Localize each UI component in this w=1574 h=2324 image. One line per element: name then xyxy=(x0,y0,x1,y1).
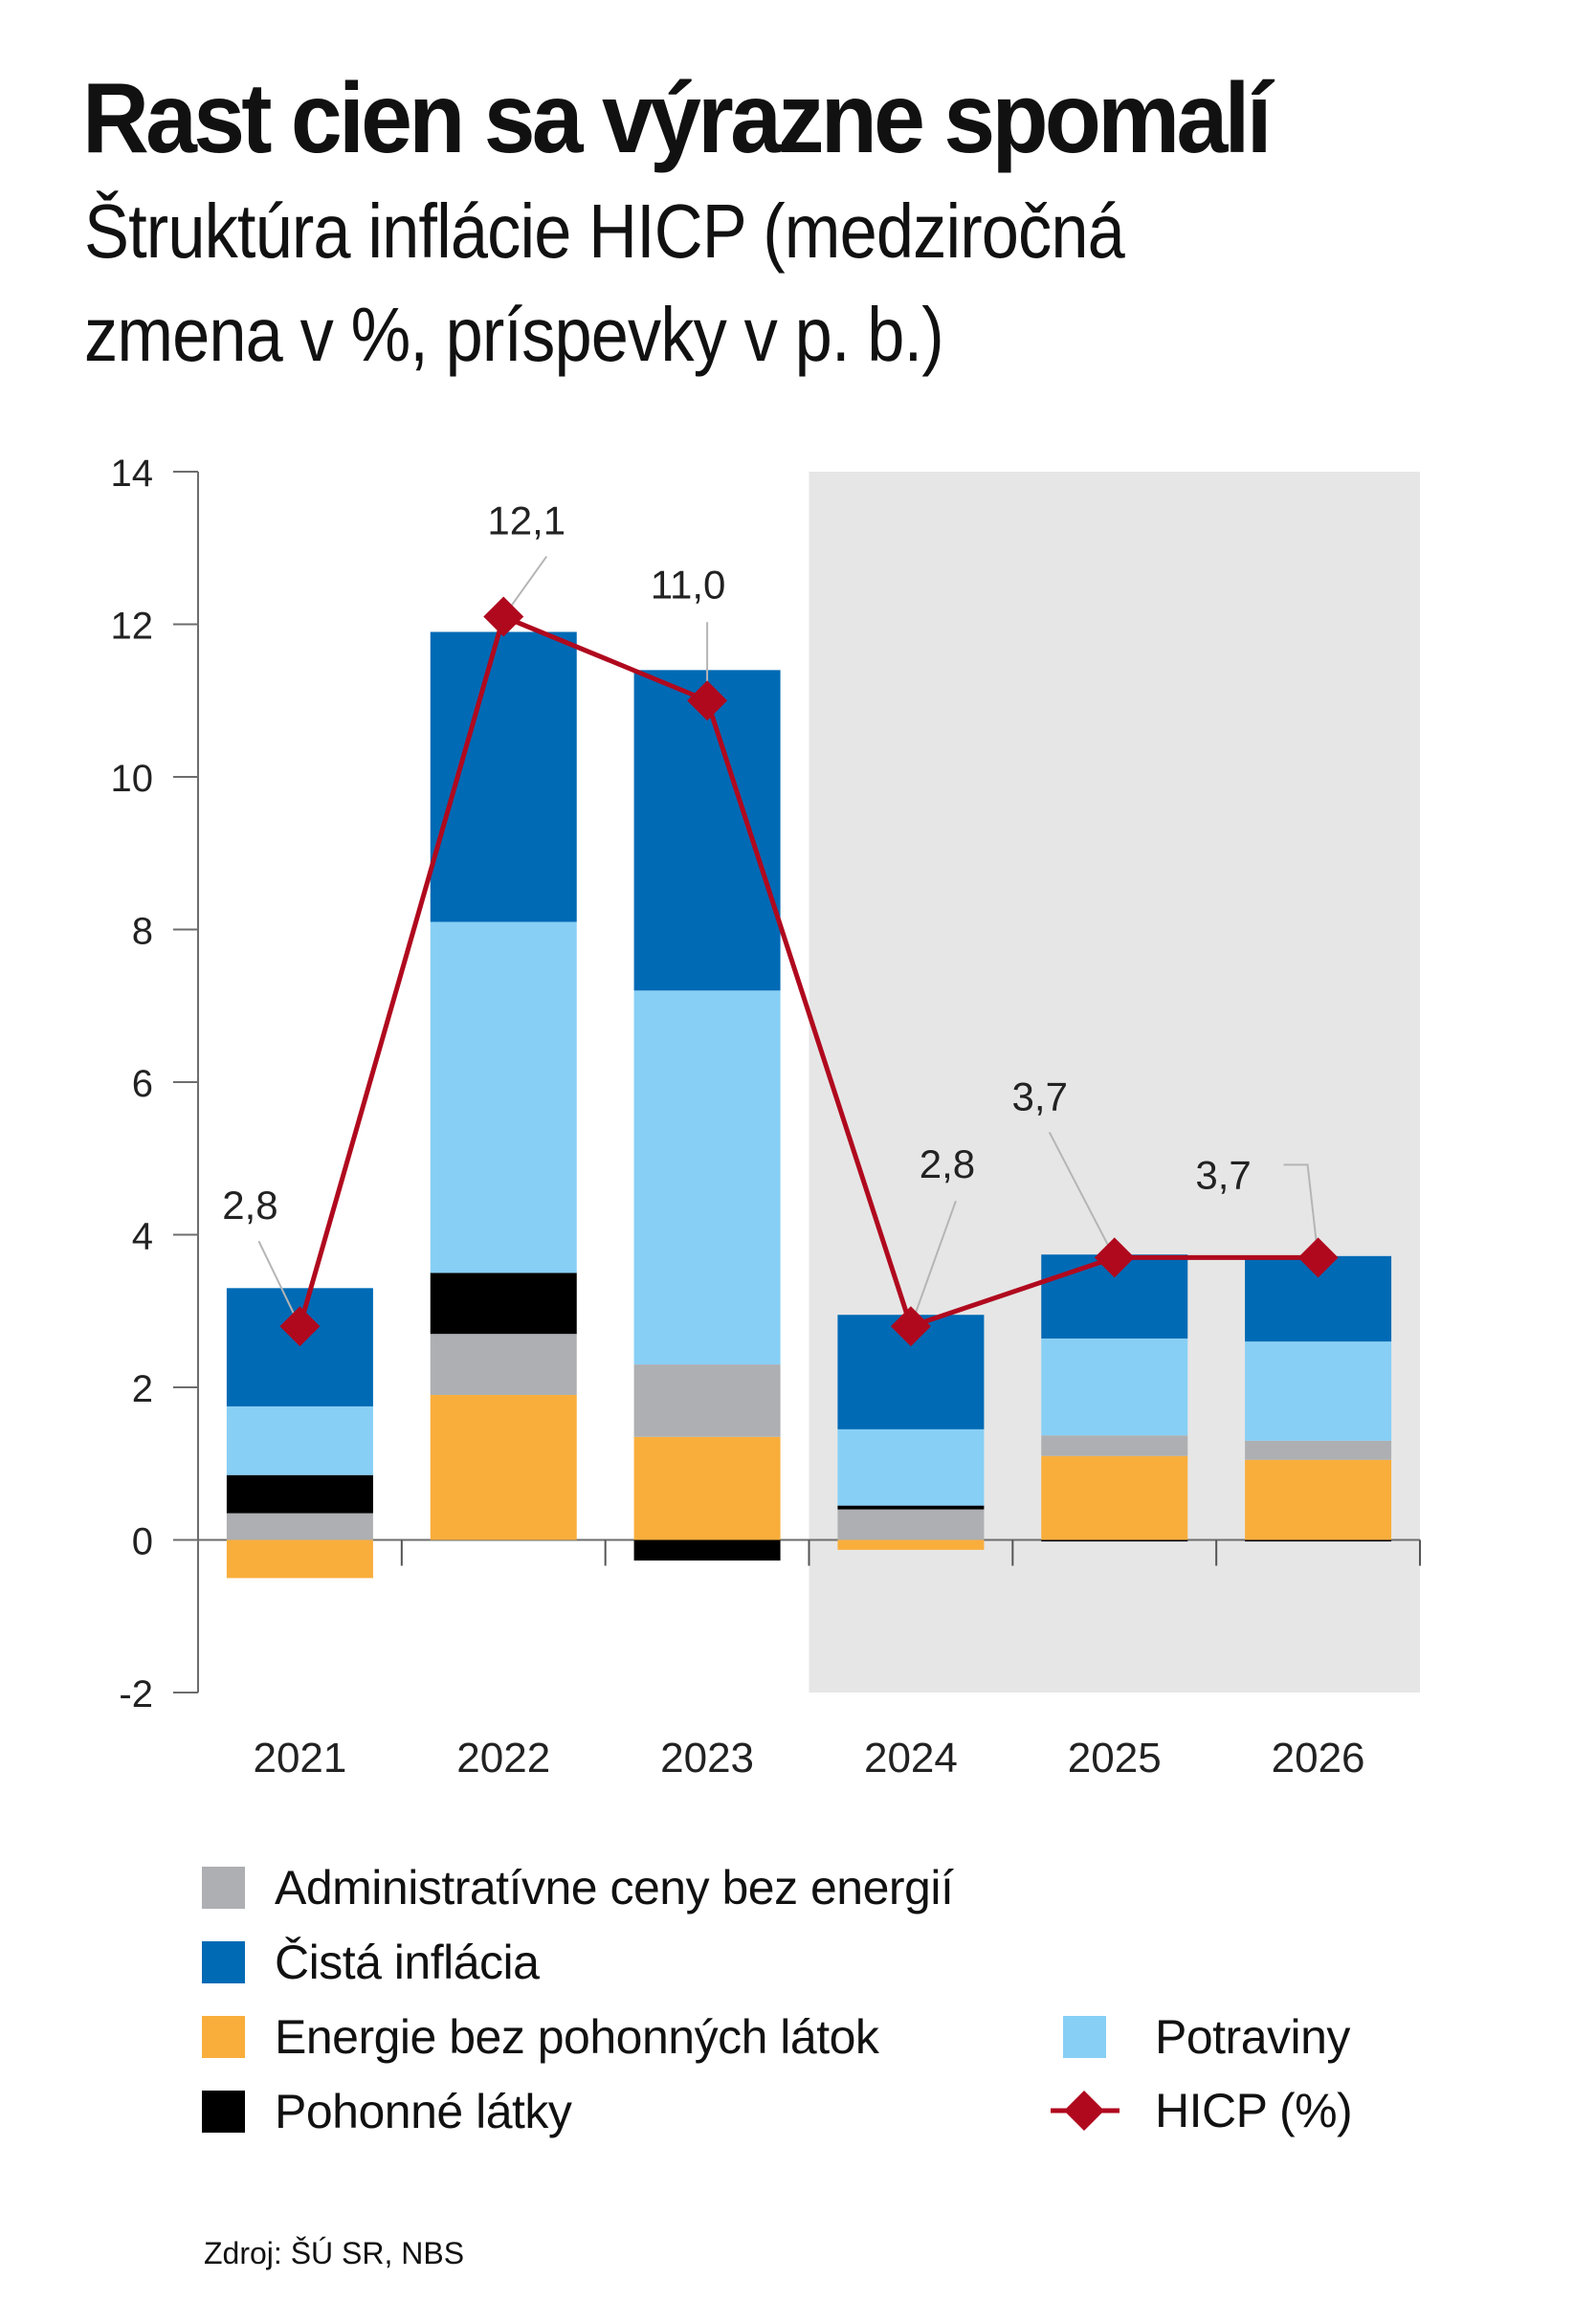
legend-label-admin: Administratívne ceny bez energií xyxy=(275,1861,954,1915)
chart-subtitle-line-1: Štruktúra inflácie HICP (medziročná xyxy=(84,188,1125,274)
legend-swatch-energy xyxy=(202,2016,245,2058)
bar-segment-fuel-2025 xyxy=(1041,1539,1188,1542)
bar-segment-admin-2023 xyxy=(633,1364,781,1437)
hicp-data-label-2024: 2,8 xyxy=(920,1141,975,1186)
y-tick-label: 10 xyxy=(111,758,154,800)
legend-hicp-line-marker-icon xyxy=(1051,2091,1120,2131)
chart-subtitle-line-2: zmena v %, príspevky v p. b.) xyxy=(84,292,944,377)
bar-segment-core-2023 xyxy=(633,670,781,991)
bar-segment-food-2022 xyxy=(430,921,577,1273)
bar-segment-admin-2022 xyxy=(430,1334,577,1395)
bar-segment-core-2022 xyxy=(430,631,577,922)
bar-segment-fuel-2022 xyxy=(430,1273,577,1335)
axes: -2 0 2 4 6 8 10 12 14 xyxy=(111,453,1421,1715)
hicp-label-leader-line xyxy=(1283,1163,1319,1258)
stacked-bar-chart: -2 0 2 4 6 8 10 12 14 2021 2022 2023 2024 2025 2026 2,… xyxy=(111,453,1421,1782)
bar-segment-fuel-2021 xyxy=(226,1474,373,1514)
bar-segment-energy-2022 xyxy=(430,1394,577,1540)
bar-segment-fuel-2023 xyxy=(633,1539,781,1561)
legend-swatch-food xyxy=(1063,2016,1106,2058)
bar-segment-core-2021 xyxy=(226,1288,373,1406)
x-tick-label-2024: 2024 xyxy=(864,1735,958,1782)
x-tick-label-2025: 2025 xyxy=(1068,1735,1162,1782)
y-tick-label: 12 xyxy=(111,606,154,648)
bar-segment-admin-2021 xyxy=(226,1513,373,1540)
bar-segment-fuel-2024 xyxy=(837,1505,985,1510)
y-tick-label: 8 xyxy=(132,911,153,953)
bar-segment-food-2025 xyxy=(1041,1338,1188,1436)
hicp-label-leader-line xyxy=(257,1240,301,1327)
legend-swatch-core xyxy=(202,1941,245,1983)
bar-segment-food-2024 xyxy=(837,1428,985,1506)
bar-segment-energy-2021 xyxy=(226,1539,373,1579)
bar-segment-food-2026 xyxy=(1245,1341,1392,1441)
y-tick-label: 14 xyxy=(111,453,154,495)
bar-segment-food-2021 xyxy=(226,1405,373,1475)
bar-segment-fuel-2026 xyxy=(1245,1539,1392,1542)
legend-label-food: Potraviny xyxy=(1155,2010,1350,2064)
hicp-data-label-2026: 3,7 xyxy=(1195,1152,1251,1197)
hicp-line xyxy=(298,614,1319,1329)
hicp-point-2022 xyxy=(483,596,524,637)
legend-swatch-fuel xyxy=(202,2091,245,2133)
bar-segment-admin-2024 xyxy=(837,1509,985,1540)
hicp-data-label-2021: 2,8 xyxy=(222,1183,277,1228)
hicp-data-label-2023: 11,0 xyxy=(651,562,726,607)
legend-label-fuel: Pohonné látky xyxy=(275,2085,572,2138)
bar-segment-energy-2023 xyxy=(633,1436,781,1540)
x-tick-label-2022: 2022 xyxy=(456,1735,550,1782)
source-note: Zdroj: ŠÚ SR, NBS xyxy=(204,2236,465,2270)
hicp-label-leader-line xyxy=(1048,1131,1116,1258)
hicp-point-2025 xyxy=(1094,1237,1135,1278)
chart-title: Rast cien sa výrazne spomalí xyxy=(82,63,1273,174)
legend-label-core: Čistá inflácia xyxy=(275,1936,540,1989)
y-tick-label: 6 xyxy=(132,1063,153,1105)
bar-segment-energy-2025 xyxy=(1041,1455,1188,1540)
bar-segment-energy-2024 xyxy=(837,1539,985,1550)
bars xyxy=(226,631,1392,1579)
hicp-point-2021 xyxy=(279,1306,321,1347)
y-tick-label: 2 xyxy=(132,1368,153,1410)
hicp-data-label-2022: 12,1 xyxy=(487,498,565,543)
hicp-point-2023 xyxy=(687,680,728,721)
hicp-point-2026 xyxy=(1297,1237,1339,1278)
x-tick-label-2021: 2021 xyxy=(253,1735,346,1782)
legend-label-hicp: HICP (%) xyxy=(1155,2084,1353,2137)
labels: 2021 2022 2023 2024 2025 2026 2,8 12,1 11,0 2,8 3,… xyxy=(222,498,1364,1782)
legend-label-energy: Energie bez pohonných látok xyxy=(275,2010,879,2064)
x-tick-label-2023: 2023 xyxy=(660,1735,754,1782)
hicp-point-2024 xyxy=(890,1306,931,1347)
legend-swatch-admin xyxy=(202,1867,245,1909)
x-tick-label-2026: 2026 xyxy=(1272,1735,1365,1782)
hicp-data-label-2025: 3,7 xyxy=(1012,1073,1068,1118)
y-tick-label: -2 xyxy=(119,1673,153,1715)
bar-segment-admin-2026 xyxy=(1245,1440,1392,1460)
bar-segment-energy-2026 xyxy=(1245,1459,1392,1540)
hicp-line-layer xyxy=(257,555,1339,1347)
y-tick-label: 0 xyxy=(132,1521,153,1563)
bar-segment-food-2023 xyxy=(633,990,781,1365)
hicp-label-leader-line xyxy=(909,1200,957,1327)
bar-segment-admin-2025 xyxy=(1041,1435,1188,1456)
y-tick-label: 4 xyxy=(132,1216,153,1258)
